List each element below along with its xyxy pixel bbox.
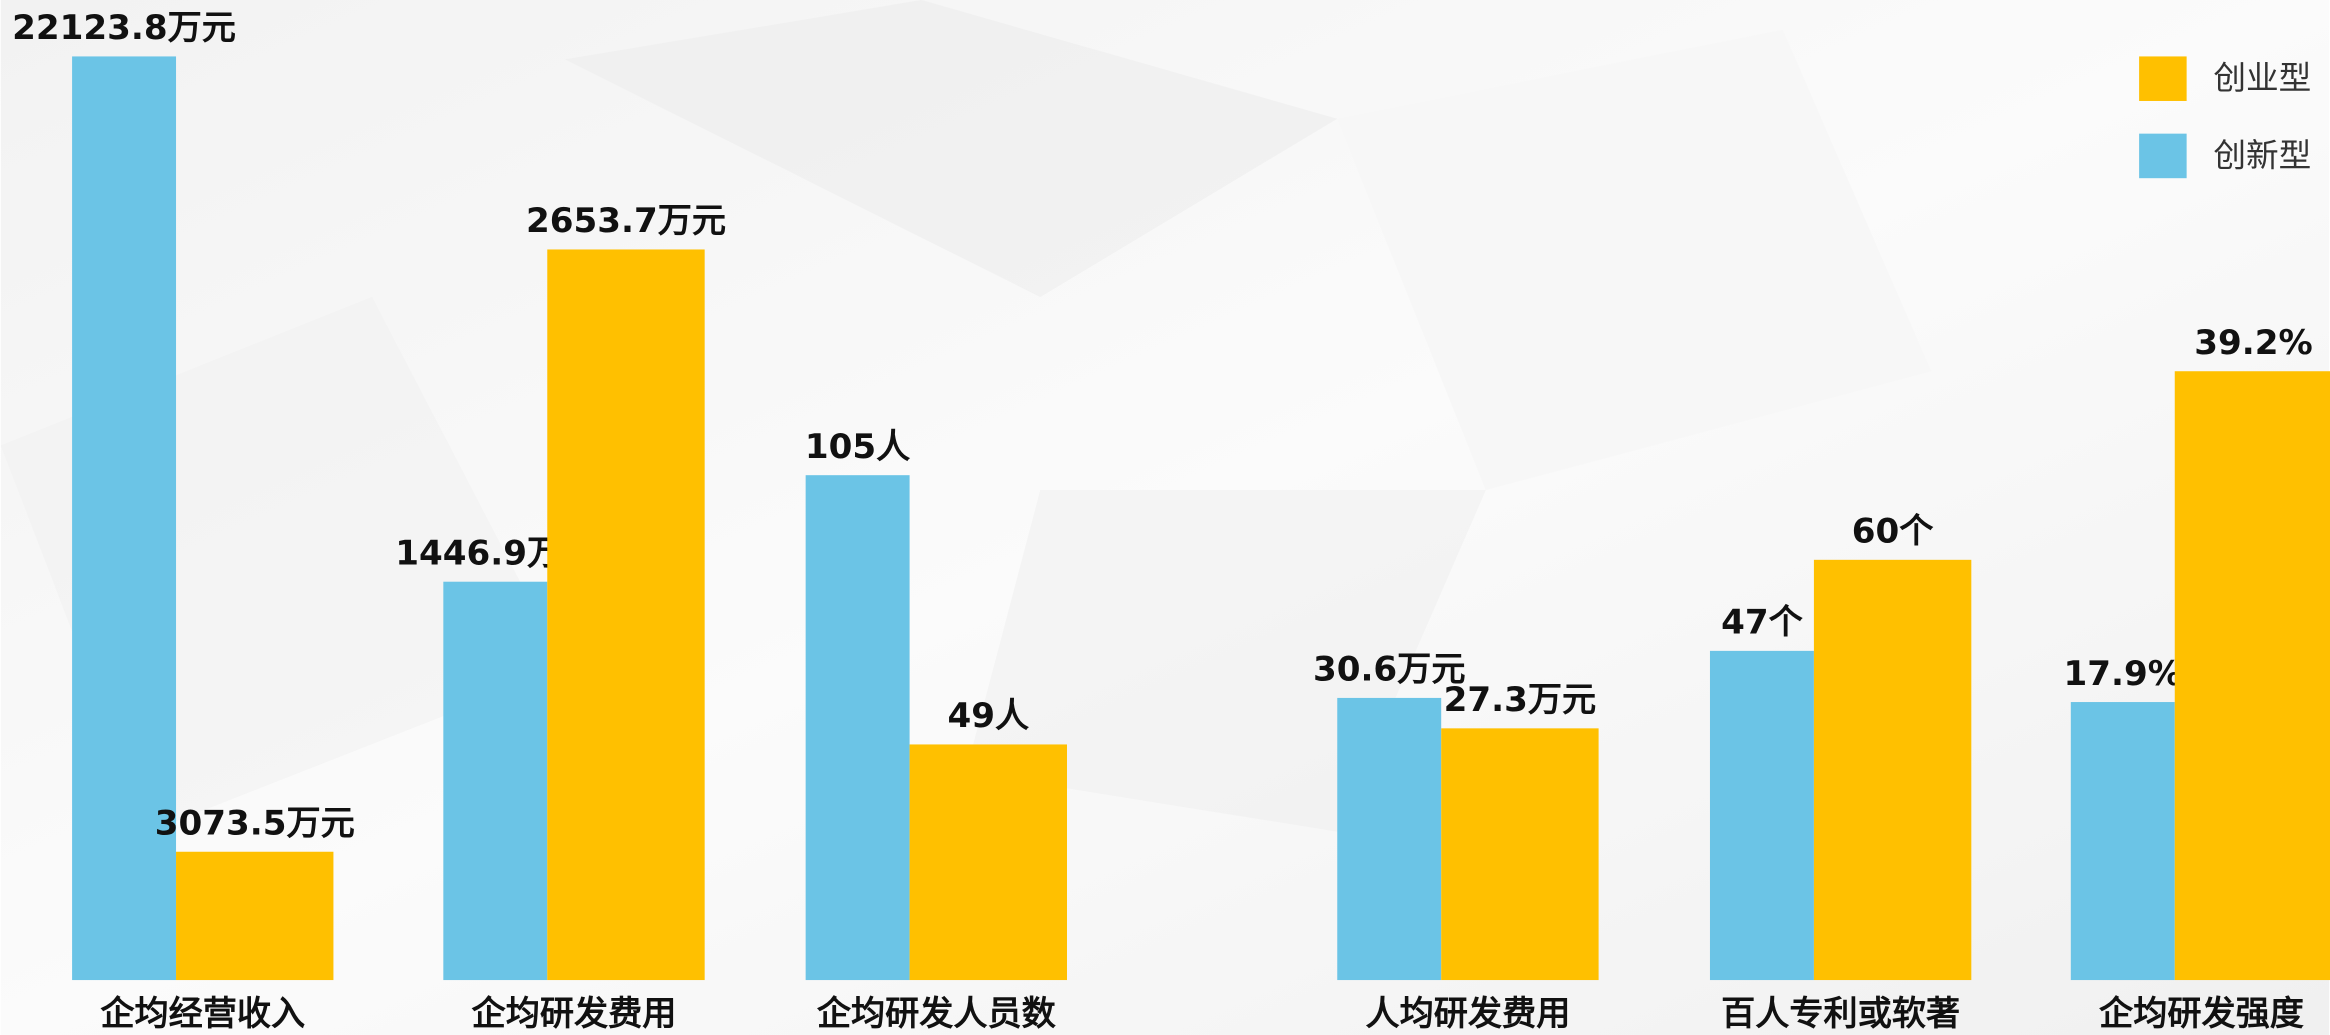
value-label: 60个 [1852,512,1935,552]
value-label: 105人 [805,427,910,467]
bar [2174,371,2330,981]
x-tick-label: 企均研发人员数 [817,994,1057,1034]
bar [1441,728,1599,981]
value-label: 49人 [947,696,1029,736]
bar [909,744,1067,981]
value-label: 47个 [1721,603,1804,643]
value-label: 39.2% [2194,323,2312,363]
bar [1337,697,1442,981]
bg-shape [565,0,1338,297]
bar [443,581,548,981]
x-tick-label: 企均研发费用 [472,994,677,1034]
value-label: 3073.5万元 [155,804,355,844]
value-label: 22123.8万元 [12,8,236,48]
bar [72,56,177,981]
value-label: 2653.7万元 [526,201,726,241]
bar [805,475,910,981]
legend-label: 创业型 [2213,59,2311,97]
legend-swatch [2139,133,2187,179]
bg-shape [1337,29,1932,491]
value-label: 30.6万元 [1313,650,1466,690]
bar [176,851,334,981]
legend-label: 创新型 [2213,136,2311,174]
x-tick-label: 企均经营收入 [100,994,305,1034]
x-tick-label: 人均研发费用 [1366,994,1571,1034]
x-tick-label: 企均研发强度 [2099,994,2305,1034]
bar [1709,650,1814,981]
bar [1813,559,1972,981]
bar [547,249,705,981]
x-tick-label: 百人专利或软著 [1721,994,1960,1034]
value-label: 17.9% [2064,654,2182,694]
value-label: 27.3万元 [1444,680,1597,720]
legend-swatch [2139,56,2187,101]
bar [2070,702,2175,981]
